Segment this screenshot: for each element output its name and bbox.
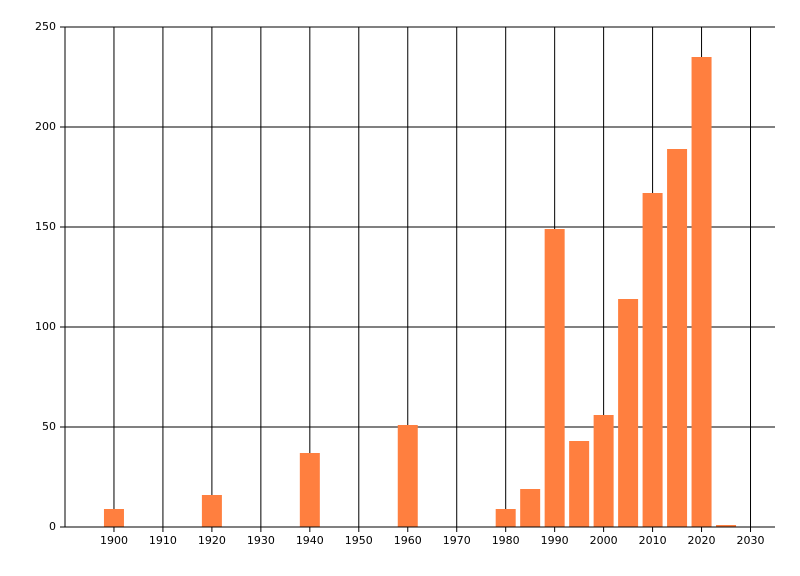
y-tick-label: 200: [35, 120, 56, 133]
bar: [667, 149, 688, 527]
bar: [642, 193, 663, 527]
x-tick-label: 2010: [639, 534, 667, 547]
x-tick-label: 1910: [149, 534, 177, 547]
bar: [201, 495, 222, 527]
y-tick-label: 50: [42, 420, 56, 433]
bar: [520, 489, 541, 527]
x-tick-label: 1970: [443, 534, 471, 547]
y-tick-label: 150: [35, 220, 56, 233]
x-tick-label: 2030: [737, 534, 765, 547]
y-tick-label: 100: [35, 320, 56, 333]
x-tick-label: 1950: [345, 534, 373, 547]
bar: [569, 441, 590, 527]
bar: [716, 525, 737, 527]
x-tick-label: 1990: [541, 534, 569, 547]
y-tick-label: 250: [35, 20, 56, 33]
x-tick-label: 1980: [492, 534, 520, 547]
x-tick-label: 1930: [247, 534, 275, 547]
x-tick-label: 1940: [296, 534, 324, 547]
bar: [397, 425, 418, 527]
x-tick-label: 1960: [394, 534, 422, 547]
bar: [593, 415, 614, 527]
bar: [691, 57, 712, 527]
bar: [299, 453, 320, 527]
x-tick-label: 2020: [688, 534, 716, 547]
x-tick-label: 2000: [590, 534, 618, 547]
x-tick-label: 1920: [198, 534, 226, 547]
y-tick-label: 0: [49, 520, 56, 533]
bar: [495, 509, 516, 527]
bar: [618, 299, 639, 527]
bar: [103, 509, 124, 527]
x-tick-label: 1900: [100, 534, 128, 547]
bar: [544, 229, 565, 527]
